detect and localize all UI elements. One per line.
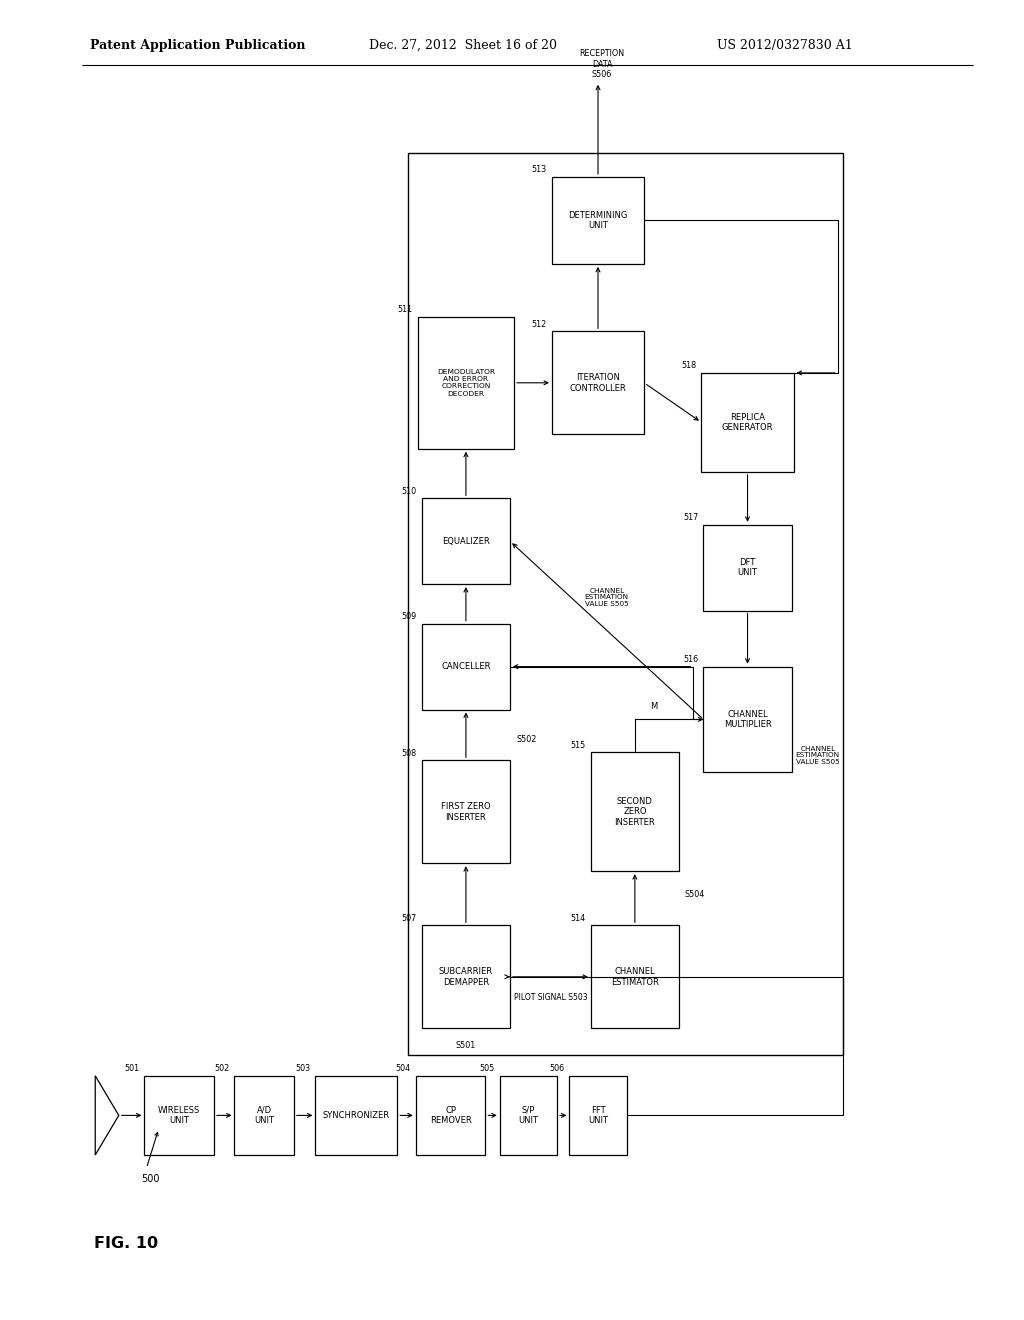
FancyBboxPatch shape xyxy=(552,177,644,264)
Text: S/P
UNIT: S/P UNIT xyxy=(518,1106,539,1125)
Text: 510: 510 xyxy=(401,487,417,496)
Text: RECEPTION
DATA
S506: RECEPTION DATA S506 xyxy=(580,49,625,79)
Text: S504: S504 xyxy=(684,890,705,899)
Text: 507: 507 xyxy=(401,913,417,923)
Text: ITERATION
CONTROLLER: ITERATION CONTROLLER xyxy=(569,374,627,392)
FancyBboxPatch shape xyxy=(552,331,644,434)
Text: REPLICA
GENERATOR: REPLICA GENERATOR xyxy=(722,413,773,432)
Text: CP
REMOVER: CP REMOVER xyxy=(430,1106,471,1125)
Text: 504: 504 xyxy=(395,1064,411,1073)
Text: 514: 514 xyxy=(570,913,586,923)
FancyBboxPatch shape xyxy=(591,752,679,871)
Text: 503: 503 xyxy=(295,1064,310,1073)
FancyBboxPatch shape xyxy=(500,1076,557,1155)
Text: 505: 505 xyxy=(479,1064,495,1073)
Text: PILOT SIGNAL S503: PILOT SIGNAL S503 xyxy=(514,993,587,1002)
Text: WIRELESS
UNIT: WIRELESS UNIT xyxy=(158,1106,201,1125)
FancyBboxPatch shape xyxy=(422,760,510,863)
FancyBboxPatch shape xyxy=(701,372,794,471)
Text: DETERMINING
UNIT: DETERMINING UNIT xyxy=(568,211,628,230)
Text: DFT
UNIT: DFT UNIT xyxy=(737,558,758,577)
Text: CANCELLER: CANCELLER xyxy=(441,663,490,671)
Text: SUBCARRIER
DEMAPPER: SUBCARRIER DEMAPPER xyxy=(439,968,493,986)
FancyBboxPatch shape xyxy=(418,317,514,449)
Text: 509: 509 xyxy=(401,612,417,622)
Text: Dec. 27, 2012  Sheet 16 of 20: Dec. 27, 2012 Sheet 16 of 20 xyxy=(369,38,557,51)
Text: 516: 516 xyxy=(683,655,698,664)
FancyBboxPatch shape xyxy=(416,1076,485,1155)
Text: 513: 513 xyxy=(531,165,547,174)
Text: A/D
UNIT: A/D UNIT xyxy=(254,1106,274,1125)
FancyBboxPatch shape xyxy=(144,1076,214,1155)
Text: CHANNEL
MULTIPLIER: CHANNEL MULTIPLIER xyxy=(724,710,771,729)
Text: 518: 518 xyxy=(681,362,696,370)
FancyBboxPatch shape xyxy=(422,623,510,710)
Text: 517: 517 xyxy=(683,513,698,523)
Text: FIG. 10: FIG. 10 xyxy=(94,1236,159,1251)
Text: FIRST ZERO
INSERTER: FIRST ZERO INSERTER xyxy=(441,803,490,821)
Text: FFT
UNIT: FFT UNIT xyxy=(588,1106,608,1125)
FancyBboxPatch shape xyxy=(422,925,510,1028)
Text: US 2012/0327830 A1: US 2012/0327830 A1 xyxy=(717,38,853,51)
Text: 501: 501 xyxy=(124,1064,139,1073)
Text: CHANNEL
ESTIMATOR: CHANNEL ESTIMATOR xyxy=(611,968,658,986)
Text: CHANNEL
ESTIMATION
VALUE S505: CHANNEL ESTIMATION VALUE S505 xyxy=(585,587,629,607)
Text: SECOND
ZERO
INSERTER: SECOND ZERO INSERTER xyxy=(614,796,655,828)
Text: 500: 500 xyxy=(141,1173,160,1184)
Text: 506: 506 xyxy=(549,1064,564,1073)
FancyBboxPatch shape xyxy=(703,667,792,772)
Text: CHANNEL
ESTIMATION
VALUE S505: CHANNEL ESTIMATION VALUE S505 xyxy=(796,746,840,764)
FancyBboxPatch shape xyxy=(315,1076,397,1155)
Text: Patent Application Publication: Patent Application Publication xyxy=(90,38,305,51)
Text: EQUALIZER: EQUALIZER xyxy=(442,537,489,545)
Text: S502: S502 xyxy=(516,735,537,743)
Text: 515: 515 xyxy=(570,741,586,750)
Text: 512: 512 xyxy=(531,319,547,329)
FancyBboxPatch shape xyxy=(234,1076,294,1155)
Text: S501: S501 xyxy=(456,1041,476,1051)
FancyBboxPatch shape xyxy=(703,524,792,610)
FancyBboxPatch shape xyxy=(569,1076,627,1155)
Text: 508: 508 xyxy=(401,748,417,758)
Text: DEMODULATOR
AND ERROR
CORRECTION
DECODER: DEMODULATOR AND ERROR CORRECTION DECODER xyxy=(437,368,495,397)
Text: 511: 511 xyxy=(397,305,413,314)
FancyBboxPatch shape xyxy=(422,498,510,583)
Text: SYNCHRONIZER: SYNCHRONIZER xyxy=(323,1111,390,1119)
FancyBboxPatch shape xyxy=(591,925,679,1028)
Text: 502: 502 xyxy=(214,1064,229,1073)
Text: M: M xyxy=(650,702,657,711)
